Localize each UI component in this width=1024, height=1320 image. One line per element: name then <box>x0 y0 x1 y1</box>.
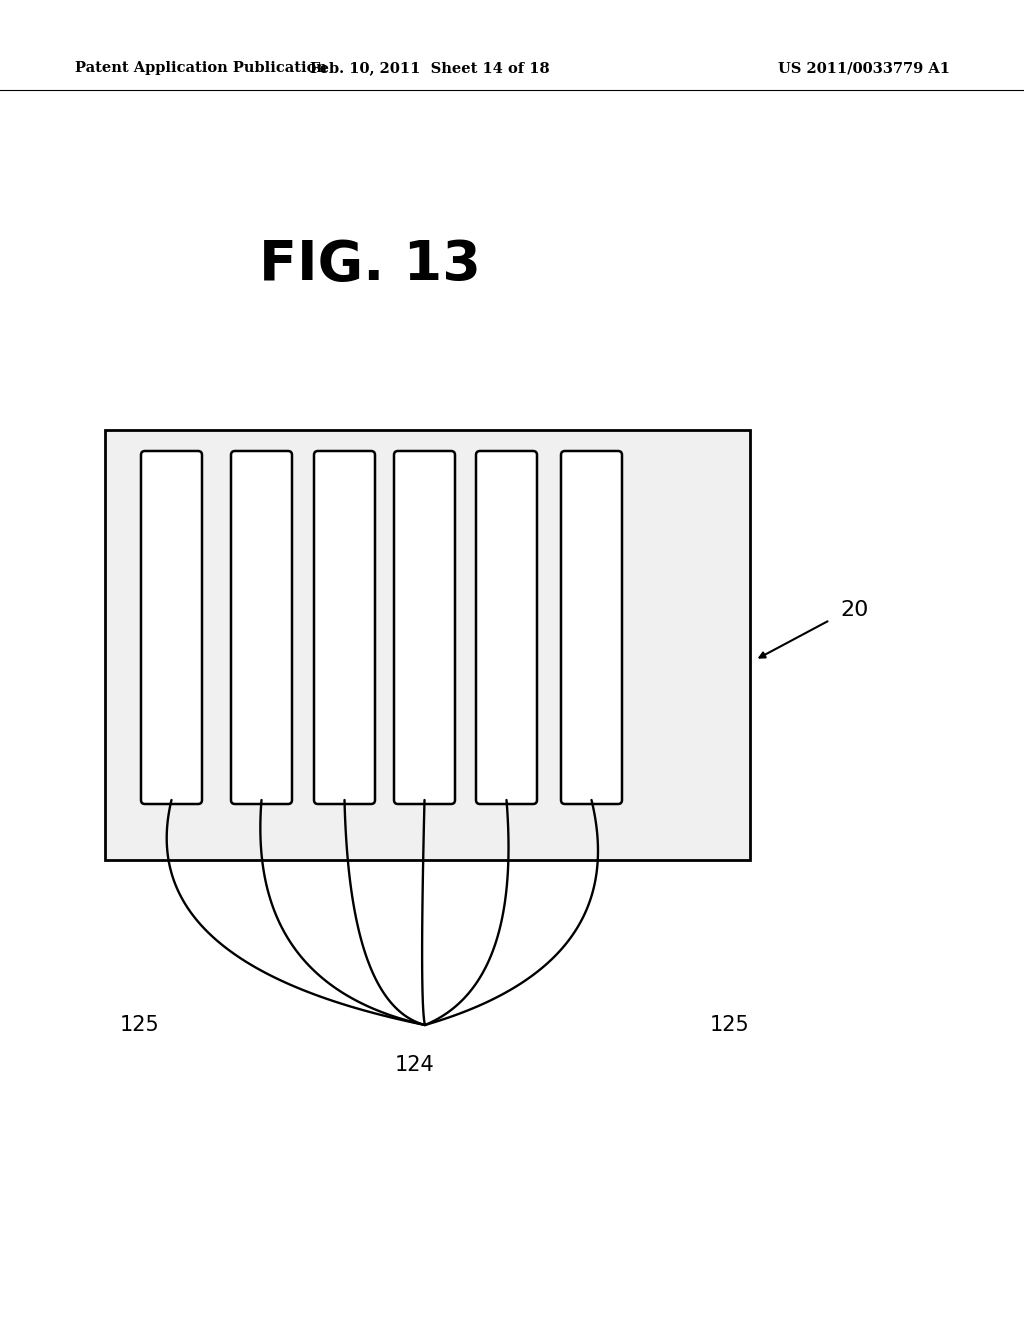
FancyBboxPatch shape <box>476 451 537 804</box>
Text: Feb. 10, 2011  Sheet 14 of 18: Feb. 10, 2011 Sheet 14 of 18 <box>310 61 550 75</box>
Text: 124: 124 <box>395 1055 435 1074</box>
Text: 125: 125 <box>120 1015 160 1035</box>
FancyBboxPatch shape <box>394 451 455 804</box>
Bar <box>105 430 750 861</box>
Text: Patent Application Publication: Patent Application Publication <box>75 61 327 75</box>
FancyBboxPatch shape <box>561 451 622 804</box>
FancyBboxPatch shape <box>314 451 375 804</box>
Text: 20: 20 <box>840 601 868 620</box>
Text: 125: 125 <box>710 1015 750 1035</box>
Text: FIG. 13: FIG. 13 <box>259 238 481 292</box>
Text: US 2011/0033779 A1: US 2011/0033779 A1 <box>778 61 950 75</box>
FancyBboxPatch shape <box>141 451 202 804</box>
FancyBboxPatch shape <box>231 451 292 804</box>
